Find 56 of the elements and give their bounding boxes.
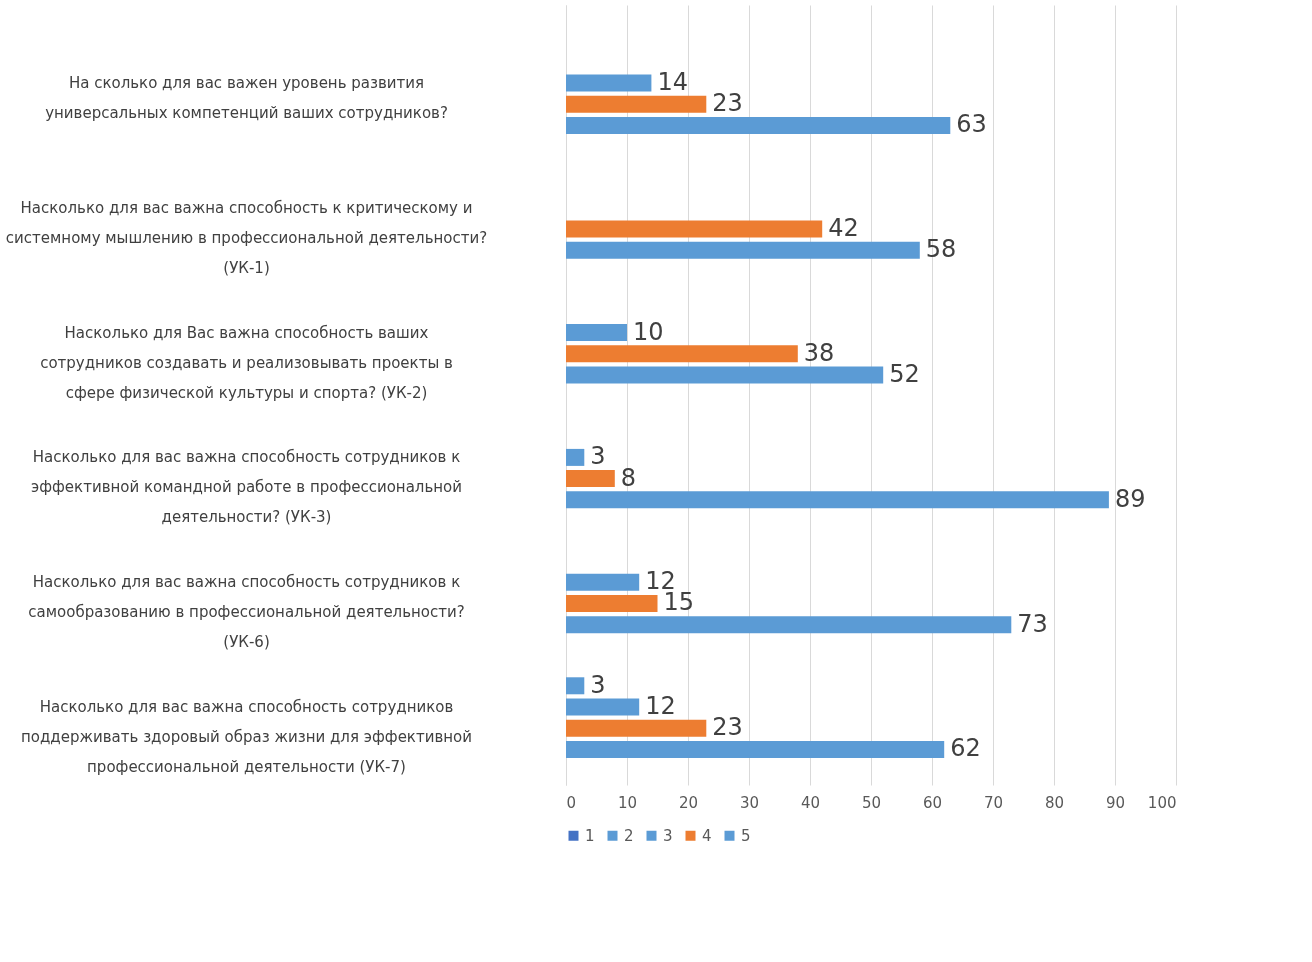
bar — [566, 448, 585, 466]
y-tick-label: Насколько для вас важна способность сотрудников поддерживать здоровый образ жизни для эффективной профессиональной деятельности (УК-7) — [21, 698, 472, 776]
x-tick-label: 90 — [1105, 793, 1126, 812]
bar — [566, 573, 640, 591]
bar — [566, 740, 945, 758]
data-label: 23 — [712, 89, 743, 118]
legend-label: 4 — [702, 826, 712, 845]
data-label: 63 — [956, 110, 987, 139]
data-label: 3 — [590, 442, 606, 471]
data-label: 8 — [620, 463, 637, 492]
y-tick-label: Насколько для вас важна способность сотрудников к эффективной командной работе в профессиональной деятельности? (УК-3) — [30, 448, 463, 527]
data-label: 12 — [645, 692, 676, 720]
data-label: 23 — [712, 713, 743, 742]
bar — [566, 491, 1109, 509]
x-tick-label: 40 — [800, 793, 821, 812]
x-tick-label: 0 — [566, 793, 577, 812]
x-tick-label: 80 — [1044, 793, 1065, 812]
bar — [566, 95, 707, 113]
bar — [566, 616, 1012, 634]
bar — [566, 698, 640, 716]
bar — [566, 220, 823, 238]
bar — [566, 241, 920, 259]
x-tick-label: 20 — [678, 793, 699, 812]
y-tick-label: Насколько для вас важна способность к критическому и системному мышлению в профессиональной деятельности? (УК-1) — [5, 198, 488, 277]
bar — [566, 366, 884, 384]
data-label: 52 — [889, 360, 920, 389]
legend-label: 1 — [585, 826, 595, 845]
x-tick-label: 50 — [861, 793, 882, 812]
data-label: 14 — [657, 68, 688, 96]
bar — [566, 345, 798, 363]
legend-label: 5 — [741, 826, 751, 845]
bar — [566, 116, 951, 134]
bar — [566, 719, 707, 737]
data-label: 42 — [828, 214, 859, 243]
y-tick-label: Насколько для вас важна способность сотрудников к самообразованию в профессиональной деятельности? (УК-6) — [28, 573, 465, 652]
x-tick-label: 60 — [922, 793, 943, 812]
data-label: 89 — [1114, 484, 1146, 513]
data-label: 62 — [950, 734, 981, 763]
bar — [566, 74, 652, 92]
data-label: 38 — [803, 338, 835, 367]
data-label: 73 — [1017, 609, 1048, 638]
bar — [566, 677, 585, 695]
x-tick-label: 100 — [1147, 793, 1177, 812]
data-label: 58 — [925, 235, 957, 264]
x-tick-label: 10 — [617, 793, 638, 812]
bar — [566, 324, 627, 342]
data-label: 10 — [633, 317, 664, 346]
bar — [566, 470, 615, 488]
x-tick-label: 70 — [983, 793, 1004, 812]
y-tick-label: Насколько для Вас важна способность ваших сотрудников создавать и реализовывать проекты в сфере физической культуры и спорта? (УК-2) — [40, 323, 453, 402]
legend-label: 3 — [663, 826, 673, 845]
y-tick-label: На сколько для вас важен уровень развития универсальных компетенций ваших сотрудников? — [45, 74, 448, 122]
x-tick-label: 30 — [739, 793, 760, 812]
legend-label: 2 — [624, 826, 634, 845]
data-label: 3 — [590, 670, 606, 699]
bar — [566, 594, 658, 612]
